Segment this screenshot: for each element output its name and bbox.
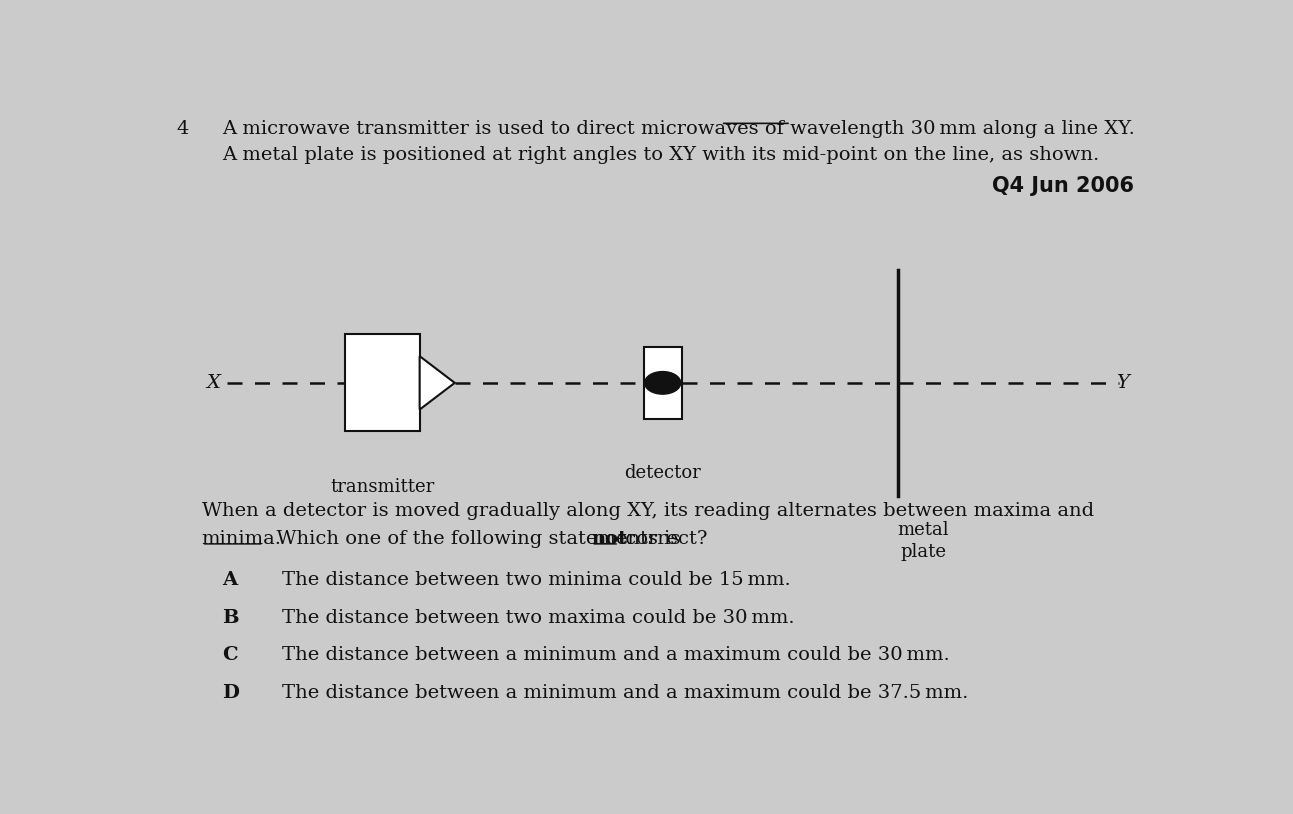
Text: The distance between two minima could be 15 mm.: The distance between two minima could be… bbox=[282, 571, 790, 589]
Text: transmitter: transmitter bbox=[330, 479, 434, 497]
Text: A metal plate is positioned at right angles to XY with its mid-point on the line: A metal plate is positioned at right ang… bbox=[222, 146, 1099, 164]
Text: detector: detector bbox=[625, 464, 701, 482]
Text: correct?: correct? bbox=[619, 530, 707, 548]
Text: The distance between a minimum and a maximum could be 30 mm.: The distance between a minimum and a max… bbox=[282, 646, 949, 664]
Text: When a detector is moved gradually along XY, its reading alternates between maxi: When a detector is moved gradually along… bbox=[202, 502, 1094, 520]
Bar bbox=[644, 347, 681, 419]
Text: Q4 Jun 2006: Q4 Jun 2006 bbox=[992, 176, 1134, 196]
Polygon shape bbox=[420, 357, 455, 409]
Text: Which one of the following statements is: Which one of the following statements is bbox=[264, 530, 687, 548]
Text: The distance between two maxima could be 30 mm.: The distance between two maxima could be… bbox=[282, 609, 794, 627]
Text: A microwave transmitter is used to direct microwaves of wavelength 30 mm along a: A microwave transmitter is used to direc… bbox=[222, 120, 1135, 138]
Text: B: B bbox=[222, 609, 238, 627]
Text: C: C bbox=[222, 646, 238, 664]
Bar bbox=[344, 335, 420, 431]
Text: A: A bbox=[222, 571, 237, 589]
Circle shape bbox=[645, 371, 680, 394]
Text: minima.: minima. bbox=[202, 530, 282, 548]
Text: D: D bbox=[222, 684, 239, 702]
Text: X: X bbox=[207, 374, 221, 392]
Text: metal
plate: metal plate bbox=[897, 521, 949, 561]
Text: not: not bbox=[591, 530, 627, 548]
Text: 4: 4 bbox=[177, 120, 189, 138]
Text: The distance between a minimum and a maximum could be 37.5 mm.: The distance between a minimum and a max… bbox=[282, 684, 968, 702]
Text: Y: Y bbox=[1116, 374, 1129, 392]
